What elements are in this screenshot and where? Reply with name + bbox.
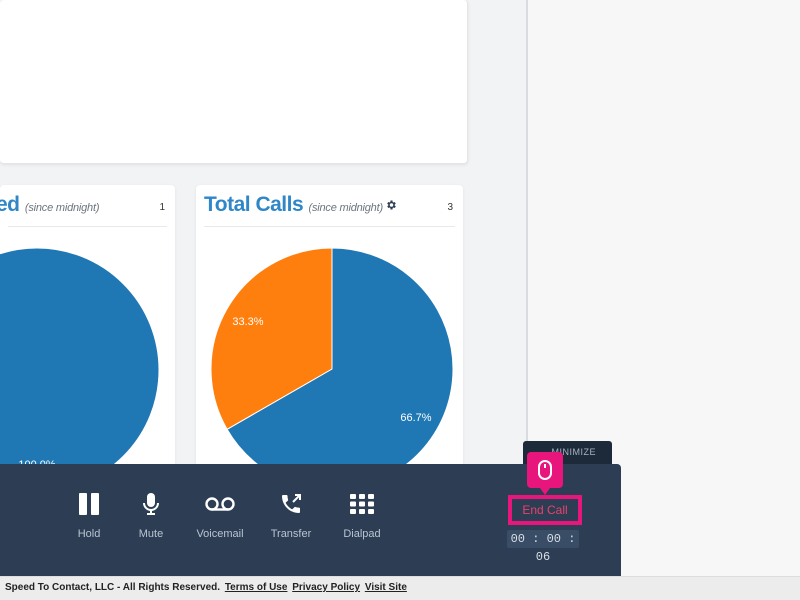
visit-site-link[interactable]: Visit Site [364,582,407,593]
footer-copyright: Speed To Contact, LLC - All Rights Reser… [5,582,221,593]
microphone-icon [143,493,159,515]
dialpad-label: Dialpad [343,528,381,540]
left-widget-count: 1 [159,202,165,213]
right-widget-count: 3 [447,202,453,213]
footer: Speed To Contact, LLC - All Rights Reser… [0,576,800,600]
pause-icon [79,493,99,515]
mouse-cursor-indicator [527,452,563,495]
right-widget-header: Total Calls (since midnight) 3 [204,185,455,227]
right-pie-label-1: 33.3% [232,316,263,328]
right-widget-subtitle: (since midnight) [308,202,383,214]
left-widget-title: ed (since midnight) [0,193,100,216]
left-widget-header: ed (since midnight) 1 [0,185,167,227]
right-widget-title: Total Calls (since midnight) [204,193,397,217]
dialpad-button[interactable]: Dialpad [330,492,394,540]
right-pie-chart: 66.7% 33.3% [210,247,454,485]
call-timer: 00 : 00 : 06 [507,530,579,564]
left-widget-card: ed (since midnight) 1 100.0% [0,185,175,485]
transfer-label: Transfer [270,528,312,540]
terms-of-use-link[interactable]: Terms of Use [224,582,288,593]
transfer-button[interactable]: Transfer [259,492,323,540]
dialpad-icon [350,494,374,514]
right-widget-card: Total Calls (since midnight) 3 66.7% 33.3… [196,185,463,485]
mouse-icon [538,460,552,480]
hold-button[interactable]: Hold [57,492,121,540]
mute-button[interactable]: Mute [119,492,183,540]
end-call-button[interactable]: End Call [508,495,582,525]
left-pie-chart: 100.0% [0,247,160,485]
hold-label: Hold [77,528,101,540]
privacy-policy-link[interactable]: Privacy Policy [292,582,361,593]
voicemail-icon [205,497,235,511]
mute-label: Mute [138,528,164,540]
voicemail-label: Voicemail [196,528,244,540]
right-pie-slice-1[interactable] [210,247,333,430]
gear-icon[interactable] [385,199,397,211]
left-pie-slice-0[interactable] [0,247,160,485]
right-pie-label-0: 66.7% [400,412,431,424]
top-widget-card [0,0,468,164]
left-widget-subtitle: (since midnight) [24,202,100,214]
voicemail-button[interactable]: Voicemail [188,492,252,540]
phone-transfer-icon [282,494,301,513]
